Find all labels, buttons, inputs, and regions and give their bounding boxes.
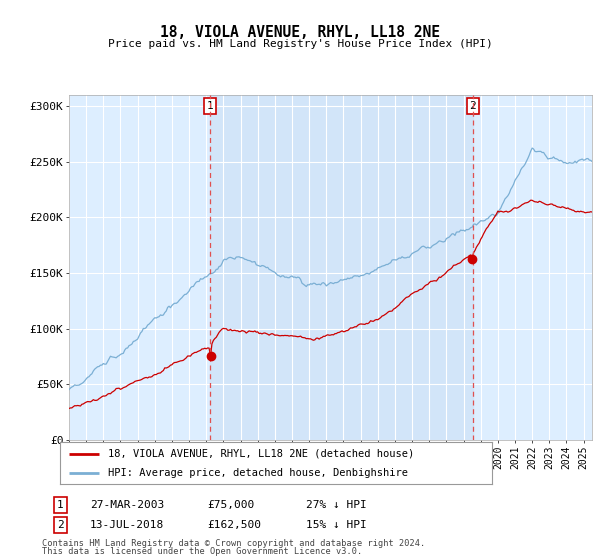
Text: 18, VIOLA AVENUE, RHYL, LL18 2NE (detached house): 18, VIOLA AVENUE, RHYL, LL18 2NE (detach… <box>107 449 414 459</box>
Text: 27% ↓ HPI: 27% ↓ HPI <box>306 500 367 510</box>
Text: £162,500: £162,500 <box>207 520 261 530</box>
Text: Contains HM Land Registry data © Crown copyright and database right 2024.: Contains HM Land Registry data © Crown c… <box>42 539 425 548</box>
Text: £75,000: £75,000 <box>207 500 254 510</box>
Text: 2: 2 <box>57 520 64 530</box>
Text: 1: 1 <box>57 500 64 510</box>
Text: 18, VIOLA AVENUE, RHYL, LL18 2NE: 18, VIOLA AVENUE, RHYL, LL18 2NE <box>160 25 440 40</box>
Bar <box>210 95 473 440</box>
Text: 2: 2 <box>469 101 476 111</box>
Text: Price paid vs. HM Land Registry's House Price Index (HPI): Price paid vs. HM Land Registry's House … <box>107 39 493 49</box>
Text: HPI: Average price, detached house, Denbighshire: HPI: Average price, detached house, Denb… <box>107 468 407 478</box>
Text: 13-JUL-2018: 13-JUL-2018 <box>90 520 164 530</box>
Text: This data is licensed under the Open Government Licence v3.0.: This data is licensed under the Open Gov… <box>42 547 362 556</box>
Text: 15% ↓ HPI: 15% ↓ HPI <box>306 520 367 530</box>
Text: 1: 1 <box>206 101 213 111</box>
Text: 27-MAR-2003: 27-MAR-2003 <box>90 500 164 510</box>
